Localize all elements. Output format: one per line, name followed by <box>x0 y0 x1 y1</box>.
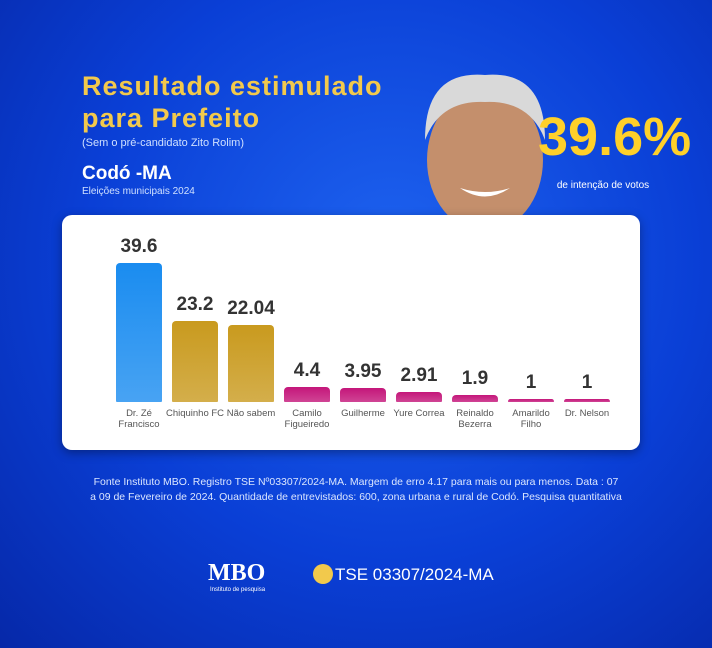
chart-panel: 39.6 Dr. Zé Francisco 23.2 Chiquinho FC 22.0… <box>62 215 640 450</box>
subtitle: (Sem o pré-candidato Zito Rolim) <box>82 137 245 149</box>
bar <box>284 386 330 402</box>
value-label: 1 <box>525 371 537 393</box>
logo-subtitle: Instituto de pesquisa <box>210 587 266 593</box>
category-label: Amarildo Filho <box>512 408 550 430</box>
bar <box>228 324 274 402</box>
title-line: para Prefeito <box>82 103 261 133</box>
bar <box>452 395 498 402</box>
value-label: 1 <box>581 371 593 393</box>
category-label: Yure Correa <box>393 408 445 419</box>
place: Codó -MA <box>82 163 172 184</box>
registration: TSE 03307/2024-MA <box>335 565 494 584</box>
category-label: Dr. Nelson <box>564 408 610 419</box>
election: Eleições municipais 2024 <box>82 186 195 197</box>
category-label: Camilo Figueiredo <box>284 408 330 430</box>
bar <box>116 263 162 402</box>
value-label: 1.9 <box>461 368 489 390</box>
highlight-note: de intenção de votos <box>556 180 650 191</box>
title-line: Resultado estimulado <box>82 71 383 101</box>
value-label: 22.04 <box>227 297 275 319</box>
highlight-value: 39.6% <box>538 107 692 167</box>
value-label: 39.6 <box>120 236 158 258</box>
bar <box>340 388 386 402</box>
value-label: 2.91 <box>400 364 438 386</box>
title: Resultado estimulado para Prefeito <box>82 70 383 134</box>
category-label: Guilherme <box>341 408 385 419</box>
logo: MBO <box>208 560 266 586</box>
source: Fonte Instituto MBO. Registro TSE Nº0330… <box>90 476 622 503</box>
category-label: Reinaldo Bezerra <box>456 408 494 430</box>
bar <box>172 320 218 402</box>
bar <box>564 398 610 402</box>
bar <box>508 398 554 402</box>
value-label: 23.2 <box>176 293 214 315</box>
value-label: 4.4 <box>293 359 321 381</box>
category-label: Dr. Zé Francisco <box>118 408 160 430</box>
value-label: 3.95 <box>344 361 382 383</box>
category-label: Não sabem <box>226 408 276 419</box>
category-label: Chiquinho FC <box>165 408 225 419</box>
tse-icon <box>313 564 333 584</box>
bar <box>396 391 442 402</box>
